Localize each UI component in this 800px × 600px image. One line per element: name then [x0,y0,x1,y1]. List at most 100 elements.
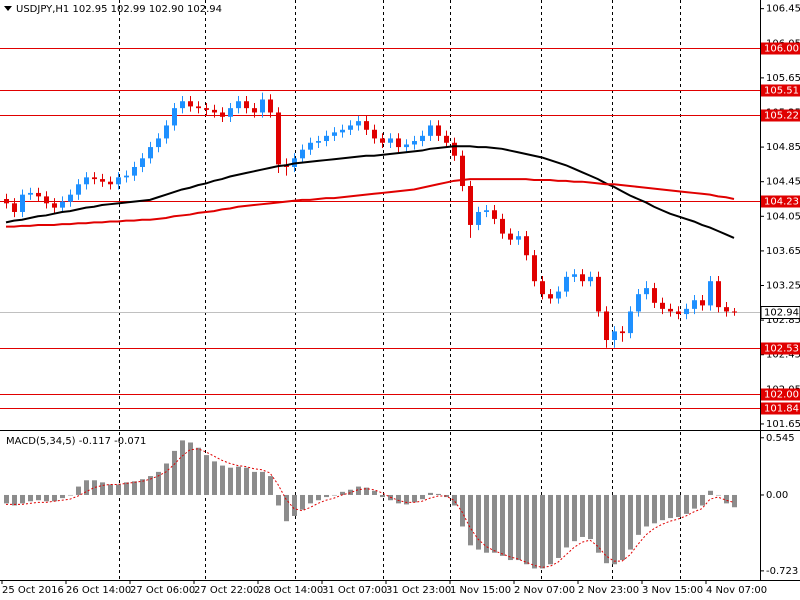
macd-bar [300,494,305,510]
candle-body [636,294,641,312]
dropdown-icon[interactable] [4,6,12,11]
macd-bar [612,494,617,565]
macd-bar [340,491,345,495]
candle-body [724,307,729,312]
macd-bar [556,494,561,558]
candle-body [492,210,497,219]
macd-bar [540,494,545,569]
macd-bar [572,494,577,542]
macd-bar [156,471,161,495]
moving-average [5,145,735,239]
candle-body [420,135,425,142]
macd-bar [676,494,681,518]
candle-body [620,331,625,334]
candle-body [508,233,513,240]
candle-body [252,108,257,113]
candle-body [628,311,633,334]
candle-body [100,179,105,182]
candle-body [548,294,553,299]
level-label-box [761,109,800,122]
candle-body [164,125,169,139]
chart-title: USDJPY,H1 102.95 102.99 102.90 102.94 [16,4,222,15]
candle-body [52,203,57,208]
macd-bar [220,465,225,495]
candle-body [388,138,393,143]
macd-bar [444,494,449,498]
candle-body [604,311,609,341]
macd-bar [700,494,705,506]
macd-bar [188,442,193,495]
candle-body [460,155,465,187]
candle-body [332,132,337,136]
candle-body [308,142,313,150]
period-separators [119,0,681,580]
level-label: 104.23 [764,197,799,208]
indicator-title: MACD(5,34,5) -0.117 -0.071 [6,436,146,447]
x-tick-label: 26 Oct 14:00 [66,585,131,596]
candle-body [204,108,209,110]
macd-bar [172,450,177,495]
candle-body [172,108,177,126]
x-tick-label: 31 Oct 07:00 [322,585,387,596]
y-tick-label: 105.65 [766,73,800,84]
macd-bar [308,494,313,504]
macd-bar [4,494,9,504]
macd-bar [588,494,593,540]
candle-body [684,308,689,315]
macd-bar [420,494,425,500]
x-tick-label: 2 Nov 07:00 [514,585,575,596]
candle-body [484,210,489,212]
macd-bar [652,494,657,524]
x-tick-label: 28 Oct 14:00 [258,585,323,596]
candle-body [396,138,401,148]
candle-body [300,149,305,159]
macd-bar [668,494,673,519]
y-tick-label: 106.45 [766,4,800,15]
candle-body [708,281,713,306]
macd-bar [140,479,145,495]
candle-body [564,276,569,292]
macd-bar [548,494,553,565]
macd-bar [276,494,281,506]
candle-body [212,109,217,113]
macd-bar [84,480,89,495]
y-tick-label: 0.00 [766,490,788,501]
candle-body [404,144,409,148]
macd-bar [492,494,497,553]
candle-body [132,166,137,176]
level-label: 102.53 [764,344,799,355]
y-tick-label: 102.45 [766,350,800,361]
y-tick-label: 103.25 [766,281,800,292]
candle-body [140,158,145,167]
macd-bar [100,482,105,495]
macd-bar [596,494,601,553]
macd-bar [708,490,713,495]
macd-bar [532,494,537,569]
candle-body [380,138,385,143]
macd-bar [604,494,609,564]
macd-bar [508,494,513,561]
y-tick-label: 103.65 [766,246,800,257]
macd-bar [636,494,641,535]
candle-body [556,291,561,299]
macd-bar [180,440,185,495]
macd-bar [732,494,737,508]
level-label-box [761,342,800,355]
candle-body [36,192,41,197]
macd-bar [348,489,353,495]
level-label: 102.00 [764,390,799,401]
macd-bar [436,493,441,495]
level-label: 106.00 [764,44,799,55]
candle-body [276,112,281,165]
macd-bar [628,494,633,550]
level-label-box [761,388,800,401]
x-tick-label: 3 Nov 15:00 [642,585,703,596]
macd-bar [204,455,209,495]
macd-bar [60,494,65,499]
candle-body [692,300,697,309]
candle-body [196,106,201,109]
candle-body [652,288,657,303]
x-tick-label: 2 Nov 23:00 [578,585,639,596]
macd-bar [324,494,329,498]
candle-body [532,255,537,282]
